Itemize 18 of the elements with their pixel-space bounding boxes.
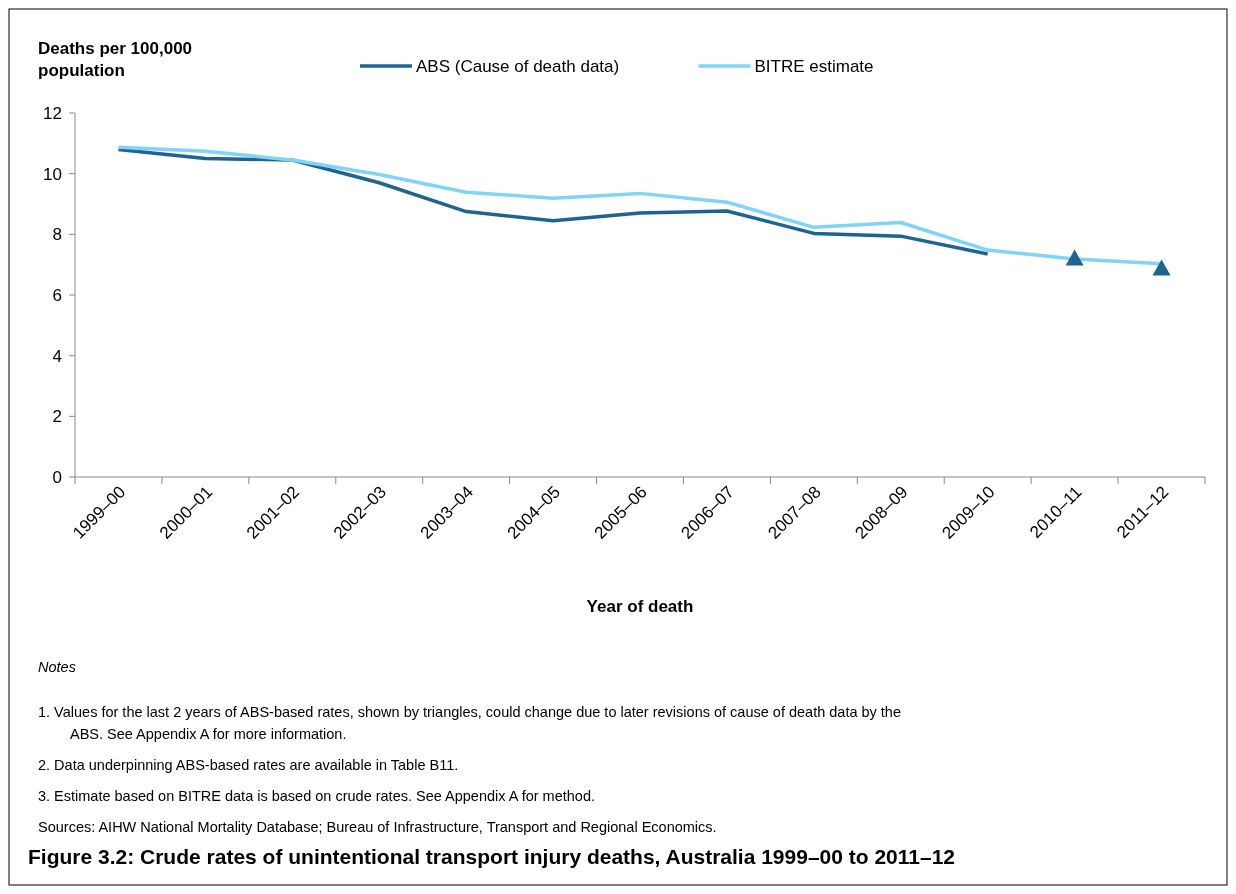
source-note: Sources: AIHW National Mortality Database; Bureau of Infrastructure, Transport and Regional Economics.: [38, 819, 717, 835]
y-tick-label: 0: [52, 468, 62, 487]
y-tick-label: 2: [52, 407, 62, 427]
text: Notes: [38, 659, 76, 675]
legend-label: BITRE estimate: [754, 57, 874, 76]
y-tick-label: 12: [43, 104, 62, 123]
y-tick-label: 6: [52, 286, 62, 305]
text: 3. Estimate based on BITRE data is based on crude rates. See Appendix A for method.: [38, 788, 595, 804]
y-tick-label: 8: [52, 225, 62, 245]
y-tick-label: 10: [43, 164, 62, 184]
y-tick-label: 4: [52, 346, 62, 366]
text: 2. Data underpinning ABS-based rates are available in Table B11.: [38, 757, 459, 773]
x-axis-title: Year of death: [586, 597, 694, 616]
text: Figure 3.2: Crude rates of unintentional transport injury deaths, Australia 1999–00 to 2011–12: [28, 845, 956, 868]
text: 1. Values for the last 2 years of ABS-based rates, shown by triangles, could change due to later revisions of cause of death data by the ABS. See Appendix A for more information.: [38, 704, 901, 742]
line-series: [116, 147, 990, 256]
legend-label: ABS (Cause of death data): [416, 57, 620, 76]
y-axis-title: Deaths per 100,000 population: [38, 39, 193, 80]
